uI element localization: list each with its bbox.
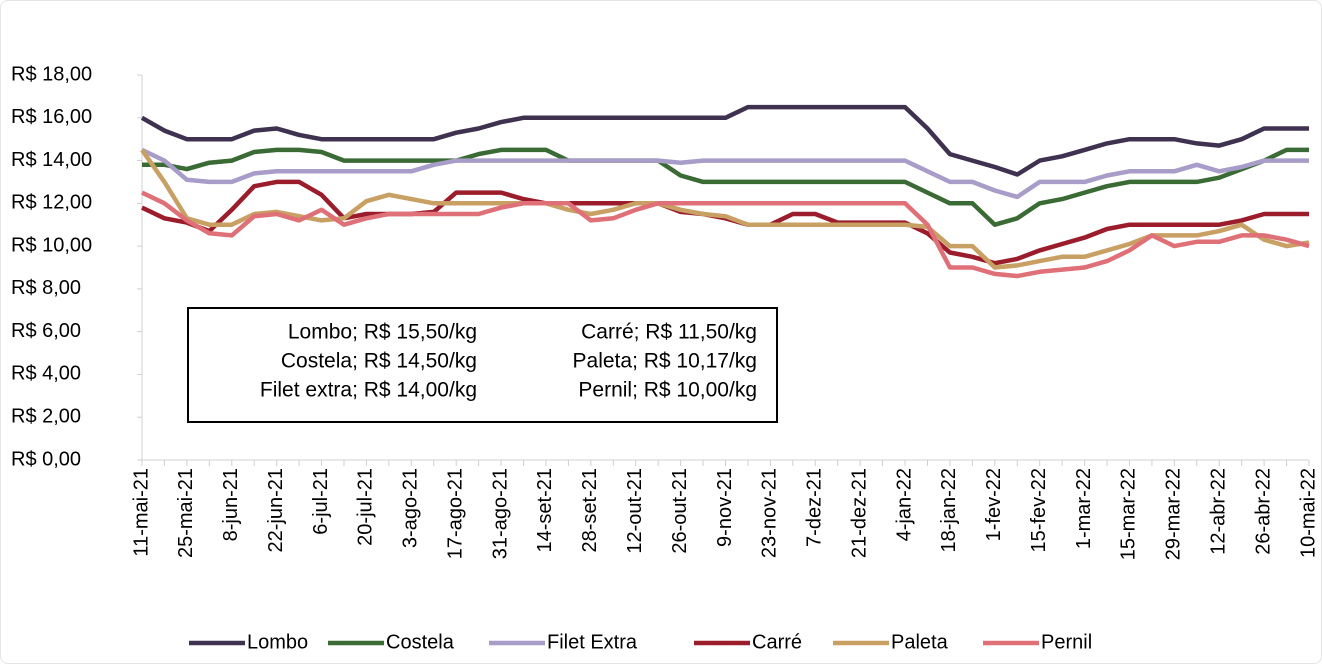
legend-label: Paleta bbox=[891, 631, 949, 653]
y-tick-label: R$ 10,00 bbox=[11, 234, 92, 256]
annotation-text: Filet extra; R$ 14,00/kg bbox=[260, 379, 477, 402]
x-tick-label: 6-jul-21 bbox=[310, 468, 332, 535]
x-tick-label: 20-jul-21 bbox=[355, 468, 377, 546]
legend-label: Pernil bbox=[1041, 631, 1092, 653]
legend-label: Filet Extra bbox=[547, 631, 638, 653]
x-tick-label: 11-mai-21 bbox=[130, 468, 152, 557]
legend-label: Costela bbox=[386, 631, 455, 653]
x-tick-label: 26-out-21 bbox=[669, 468, 691, 554]
series-line bbox=[140, 104, 1309, 177]
series-line bbox=[142, 147, 1309, 227]
x-tick-label: 25-mai-21 bbox=[175, 468, 197, 558]
x-tick-label: 14-set-21 bbox=[534, 468, 556, 553]
series-line bbox=[141, 147, 1309, 200]
legend-label: Carré bbox=[752, 631, 802, 653]
y-tick-label: R$ 18,00 bbox=[11, 63, 92, 85]
x-tick-label: 10-mai-22 bbox=[1297, 468, 1319, 558]
y-tick-label: R$ 4,00 bbox=[11, 363, 81, 385]
y-tick-label: R$ 12,00 bbox=[11, 192, 92, 214]
x-tick-label: 4-jan-22 bbox=[893, 468, 915, 541]
legend-label: Lombo bbox=[247, 631, 308, 653]
x-tick-label: 1-fev-22 bbox=[983, 468, 1005, 541]
x-tick-label: 9-nov-21 bbox=[714, 468, 736, 547]
annotation-text: Costela; R$ 14,50/kg bbox=[281, 350, 477, 373]
x-tick-label: 17-ago-21 bbox=[444, 468, 466, 559]
x-tick-label: 23-nov-21 bbox=[759, 468, 781, 558]
y-tick-label: R$ 16,00 bbox=[11, 106, 92, 128]
y-tick-label: R$ 14,00 bbox=[11, 149, 92, 171]
y-tick-label: R$ 0,00 bbox=[11, 448, 81, 470]
series-line bbox=[141, 179, 1309, 266]
annotation-text: Carré; R$ 11,50/kg bbox=[581, 321, 757, 344]
x-tick-label: 29-mar-22 bbox=[1163, 468, 1185, 560]
x-tick-label: 7-dez-21 bbox=[804, 468, 826, 547]
x-tick-label: 26-abr-22 bbox=[1252, 468, 1274, 555]
x-tick-label: 22-jun-21 bbox=[265, 468, 287, 553]
x-tick-label: 12-out-21 bbox=[624, 468, 646, 554]
y-tick-label: R$ 2,00 bbox=[11, 406, 81, 428]
x-tick-label: 3-ago-21 bbox=[400, 468, 422, 548]
annotation-text: Paleta; R$ 10,17/kg bbox=[573, 350, 757, 373]
x-tick-label: 8-jun-21 bbox=[220, 468, 242, 541]
x-tick-label: 21-dez-21 bbox=[848, 468, 870, 558]
annotation-text: Lombo; R$ 15,50/kg bbox=[288, 321, 477, 344]
x-tick-label: 12-abr-22 bbox=[1208, 468, 1230, 555]
x-tick-label: 18-jan-22 bbox=[938, 468, 960, 553]
series-line bbox=[141, 190, 1310, 279]
y-tick-label: R$ 6,00 bbox=[11, 320, 81, 342]
annotation-text: Pernil; R$ 10,00/kg bbox=[578, 379, 757, 402]
x-tick-label: 15-mar-22 bbox=[1118, 468, 1140, 560]
annotation-box bbox=[187, 307, 778, 423]
x-tick-label: 1-mar-22 bbox=[1073, 468, 1095, 549]
x-tick-label: 31-ago-21 bbox=[489, 468, 511, 559]
y-tick-label: R$ 8,00 bbox=[11, 277, 81, 299]
x-tick-label: 15-fev-22 bbox=[1028, 468, 1050, 553]
x-tick-label: 28-set-21 bbox=[579, 468, 601, 553]
